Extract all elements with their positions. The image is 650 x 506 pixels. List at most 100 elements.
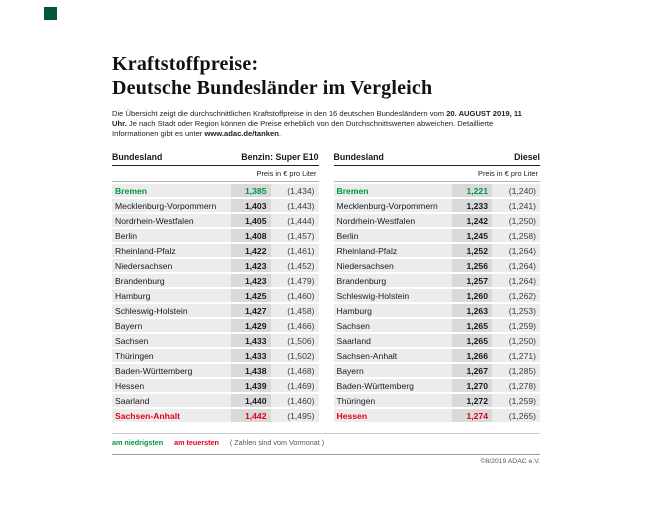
legend-note: ( Zahlen sind vom Vormonat ) (229, 438, 325, 447)
page-title-line2: Deutsche Bundesländer im Vergleich (112, 77, 433, 99)
table-row: Hamburg 1,425 (1,460) (112, 289, 319, 302)
legend: am niedrigsten am teuersten ( Zahlen sin… (112, 433, 540, 447)
state-name: Brandenburg (336, 275, 387, 286)
footer-divider (112, 454, 540, 455)
previous-month-value: (1,461) (287, 245, 315, 256)
table-body: Bremen 1,385 (1,434) Mecklenburg-Vorpommern… (112, 184, 319, 422)
table-row: Hamburg 1,263 (1,253) (333, 304, 540, 317)
infographic: Kraftstoffpreise: Deutsche Bundesländer … (112, 52, 540, 465)
previous-month-value: (1,264) (508, 260, 536, 271)
table-row: Saarland 1,440 (1,460) (112, 394, 319, 407)
price-value: 1,438 (230, 364, 271, 377)
state-name: Rheinland-Pfalz (115, 245, 176, 256)
price-value: 1,423 (230, 274, 271, 287)
price-value: 1,265 (452, 319, 492, 332)
state-name: Brandenburg (115, 275, 165, 286)
fuel-column-header: Benzin: Super E10 (241, 152, 319, 162)
price-value: 1,385 (230, 184, 271, 197)
state-name: Thüringen (336, 395, 376, 406)
table-row: Sachsen 1,265 (1,259) (333, 319, 540, 332)
price-value: 1,266 (452, 349, 492, 362)
price-value: 1,408 (230, 229, 271, 242)
state-name: Sachsen-Anhalt (336, 350, 398, 361)
price-value: 1,274 (452, 409, 492, 422)
price-value: 1,433 (230, 334, 271, 347)
price-value: 1,245 (452, 229, 492, 242)
state-name: Mecklenburg-Vorpommern (115, 200, 217, 211)
price-value: 1,429 (230, 319, 271, 332)
unit-label: Preis in € pro Liter (333, 166, 540, 182)
table-row: Baden-Württemberg 1,438 (1,468) (112, 364, 319, 377)
copyright-text: ©8/2019 ADAC e.V. (480, 458, 540, 465)
previous-month-value: (1,479) (287, 275, 315, 286)
table-row: Berlin 1,245 (1,258) (333, 229, 540, 242)
price-value: 1,260 (452, 289, 492, 302)
table-row: Hessen 1,274 (1,265) (333, 409, 540, 422)
intro-text: Die Übersicht zeigt die durchschnittlich… (112, 109, 536, 139)
price-value: 1,263 (452, 304, 492, 317)
intro-date-bold: 20. AUGUST 2019, 11 Uhr. (112, 109, 522, 128)
table-header: Bundesland Benzin: Super E10 (112, 152, 319, 166)
price-value: 1,427 (230, 304, 271, 317)
unit-label: Preis in € pro Liter (112, 166, 319, 182)
state-name: Baden-Württemberg (115, 365, 193, 376)
state-name: Bayern (115, 320, 143, 331)
state-name: Berlin (336, 230, 359, 241)
price-value: 1,233 (452, 199, 492, 212)
previous-month-value: (1,278) (508, 380, 536, 391)
previous-month-value: (1,259) (508, 395, 536, 406)
state-name: Hamburg (336, 305, 372, 316)
price-value: 1,425 (230, 289, 271, 302)
state-name: Hessen (115, 380, 145, 391)
previous-month-value: (1,271) (508, 350, 536, 361)
price-value: 1,272 (452, 394, 492, 407)
state-name: Nordrhein-Westfalen (336, 215, 416, 226)
previous-month-value: (1,444) (287, 215, 315, 226)
state-name: Bayern (336, 365, 364, 376)
table-row: Sachsen-Anhalt 1,266 (1,271) (333, 349, 540, 362)
table-row: Brandenburg 1,423 (1,479) (112, 274, 319, 287)
table-row: Berlin 1,408 (1,457) (112, 229, 319, 242)
brand-square (44, 7, 57, 20)
table-row: Schleswig-Holstein 1,260 (1,262) (333, 289, 540, 302)
table-row: Mecklenburg-Vorpommern 1,403 (1,443) (112, 199, 319, 212)
table-row: Baden-Württemberg 1,270 (1,278) (333, 379, 540, 392)
table-row: Niedersachsen 1,423 (1,452) (112, 259, 319, 272)
table-row: Niedersachsen 1,256 (1,264) (333, 259, 540, 272)
table-row: Saarland 1,265 (1,250) (333, 334, 540, 347)
previous-month-value: (1,250) (508, 215, 536, 226)
price-value: 1,252 (452, 244, 492, 257)
state-name: Hessen (336, 410, 368, 421)
previous-month-value: (1,460) (287, 290, 315, 301)
state-name: Niedersachsen (336, 260, 394, 271)
price-value: 1,267 (452, 364, 492, 377)
previous-month-value: (1,469) (287, 380, 315, 391)
previous-month-value: (1,434) (287, 185, 315, 196)
tables-container: Bundesland Benzin: Super E10 Preis in € … (112, 152, 540, 424)
previous-month-value: (1,443) (287, 200, 315, 211)
intro-text-part: Je nach Stadt oder Region können die Pre… (112, 119, 494, 138)
previous-month-value: (1,458) (287, 305, 315, 316)
price-value: 1,439 (230, 379, 271, 392)
table-row: Bremen 1,385 (1,434) (112, 184, 319, 197)
state-name: Sachsen-Anhalt (115, 410, 180, 421)
previous-month-value: (1,466) (287, 320, 315, 331)
state-name: Sachsen (336, 320, 370, 331)
fuel-column-header: Diesel (514, 152, 540, 162)
state-name: Rheinland-Pfalz (336, 245, 398, 256)
previous-month-value: (1,460) (287, 395, 315, 406)
previous-month-value: (1,250) (508, 335, 536, 346)
state-name: Saarland (336, 335, 371, 346)
table-row: Bayern 1,429 (1,466) (112, 319, 319, 332)
price-value: 1,265 (452, 334, 492, 347)
state-name: Baden-Württemberg (336, 380, 414, 391)
state-name: Berlin (115, 230, 137, 241)
table-row: Brandenburg 1,257 (1,264) (333, 274, 540, 287)
previous-month-value: (1,506) (287, 335, 315, 346)
previous-month-value: (1,240) (508, 185, 536, 196)
price-value: 1,442 (230, 409, 271, 422)
table-row: Rheinland-Pfalz 1,252 (1,264) (333, 244, 540, 257)
previous-month-value: (1,468) (287, 365, 315, 376)
price-value: 1,423 (230, 259, 271, 272)
state-name: Saarland (115, 395, 150, 406)
